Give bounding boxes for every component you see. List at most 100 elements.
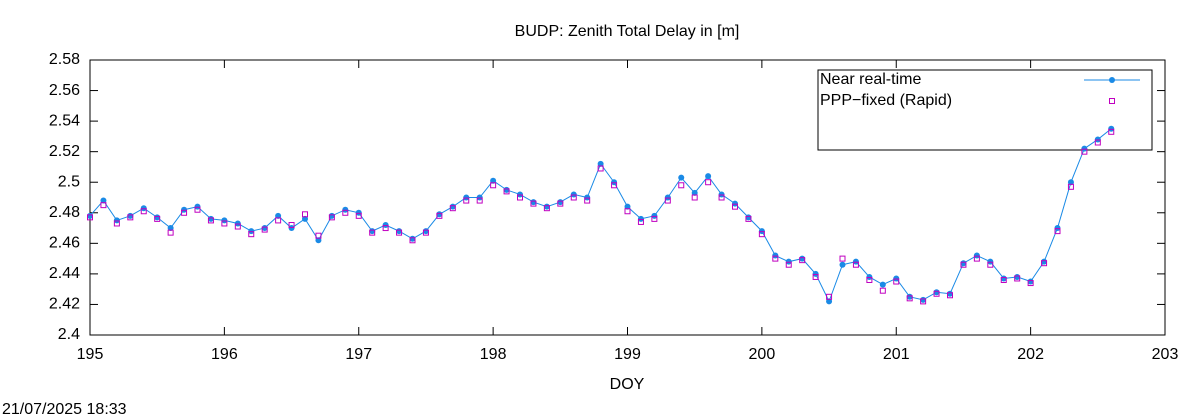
data-point: [772, 255, 779, 262]
y-tick-label: 2.5: [58, 173, 80, 190]
y-tick-label: 2.42: [49, 296, 80, 313]
y-tick-label: 2.56: [49, 82, 80, 99]
data-point: [1054, 225, 1061, 232]
data-point: [879, 287, 886, 294]
data-point: [87, 212, 93, 219]
data-point: [973, 255, 980, 262]
data-point: [664, 197, 671, 204]
data-point: [100, 197, 107, 204]
data-point: [1067, 183, 1074, 190]
data-point: [691, 194, 698, 201]
x-tick-label: 200: [749, 346, 776, 363]
data-point: [181, 209, 188, 216]
x-tick-label: 196: [211, 346, 238, 363]
data-point: [664, 194, 671, 201]
data-point: [530, 199, 537, 206]
data-point: [234, 220, 241, 227]
data-point: [207, 215, 214, 222]
data-point: [1081, 148, 1088, 155]
data-point: [1041, 260, 1048, 267]
data-point: [987, 261, 994, 268]
data-point: [758, 228, 765, 235]
data-point: [140, 208, 147, 215]
data-point: [557, 199, 564, 206]
data-point: [315, 232, 322, 239]
data-point: [785, 258, 792, 265]
y-tick-label: 2.4: [58, 326, 80, 343]
data-point: [396, 229, 403, 236]
data-point: [288, 222, 295, 228]
data-point: [221, 220, 228, 227]
data-point: [947, 290, 953, 297]
data-point: [275, 212, 282, 219]
data-point: [1014, 275, 1021, 282]
data-point: [543, 203, 550, 210]
data-point: [906, 293, 913, 300]
data-point: [987, 258, 994, 265]
data-point: [490, 177, 497, 184]
data-point: [584, 194, 591, 201]
data-point: [772, 252, 779, 259]
data-point: [611, 179, 618, 186]
data-point: [651, 212, 658, 219]
data-point: [826, 298, 833, 305]
legend-marker: [1109, 98, 1115, 104]
data-point: [476, 194, 483, 201]
data-point: [826, 293, 833, 300]
x-axis-label: DOY: [610, 376, 645, 393]
data-point: [369, 229, 376, 236]
data-point: [181, 206, 188, 213]
data-point: [288, 225, 295, 232]
data-point: [261, 225, 268, 232]
data-point: [732, 203, 738, 210]
data-point: [785, 261, 792, 268]
data-point: [261, 226, 268, 233]
data-point: [409, 237, 416, 244]
data-point: [422, 228, 429, 235]
data-point: [342, 209, 349, 216]
data-point: [302, 215, 308, 222]
y-tick-label: 2.54: [49, 112, 80, 129]
data-point: [87, 214, 93, 221]
data-point: [221, 217, 228, 224]
y-tick-label: 2.58: [49, 51, 80, 68]
data-point: [906, 295, 913, 302]
data-point: [1067, 179, 1074, 186]
timestamp: 21/07/2025 18:33: [2, 401, 127, 418]
data-point: [369, 228, 376, 235]
data-point: [799, 257, 806, 264]
data-point: [355, 209, 362, 216]
data-point: [1108, 128, 1115, 135]
data-point: [113, 220, 120, 227]
data-point: [1014, 273, 1021, 280]
data-point: [893, 278, 900, 285]
data-point: [328, 212, 335, 219]
data-point: [758, 231, 765, 238]
data-point: [194, 203, 201, 210]
data-point: [718, 191, 725, 198]
data-point: [732, 200, 738, 207]
data-point: [678, 174, 685, 181]
data-point: [382, 225, 389, 232]
data-point: [234, 223, 241, 230]
data-point: [799, 255, 806, 262]
data-point: [866, 273, 873, 280]
data-point: [315, 237, 322, 244]
data-point: [705, 173, 712, 180]
data-point: [570, 194, 577, 201]
data-point: [1094, 139, 1101, 146]
data-point: [342, 206, 349, 213]
data-point: [113, 217, 120, 224]
chart-title: BUDP: Zenith Total Delay in [m]: [515, 23, 740, 40]
data-point: [503, 186, 510, 193]
x-tick-label: 199: [614, 346, 641, 363]
data-point: [651, 215, 658, 222]
data-point: [933, 290, 940, 297]
data-point: [328, 214, 335, 221]
data-point: [543, 205, 550, 212]
data-point: [1000, 275, 1007, 282]
x-tick-label: 203: [1152, 346, 1179, 363]
y-tick-label: 2.48: [49, 204, 80, 221]
data-point: [355, 212, 362, 219]
data-point: [637, 215, 644, 222]
